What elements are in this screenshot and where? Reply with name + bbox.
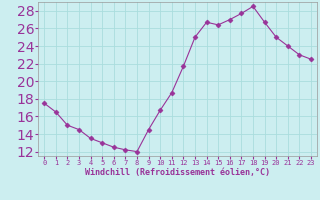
X-axis label: Windchill (Refroidissement éolien,°C): Windchill (Refroidissement éolien,°C) bbox=[85, 168, 270, 177]
